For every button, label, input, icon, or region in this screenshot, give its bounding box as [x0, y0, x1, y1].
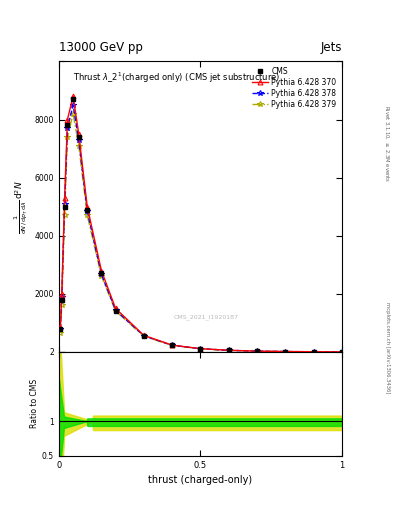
Pythia 6.428 370: [198, 346, 203, 352]
CMS: [76, 134, 81, 140]
Pythia 6.428 378: [170, 342, 174, 348]
Pythia 6.428 370: [59, 291, 64, 297]
Pythia 6.428 379: [170, 343, 174, 349]
Y-axis label: $\frac{1}{\mathrm{d}N\,/\,\mathrm{d}p_T\,\mathrm{d}\lambda}\,\mathrm{d}^2N$: $\frac{1}{\mathrm{d}N\,/\,\mathrm{d}p_T\…: [13, 180, 30, 233]
Pythia 6.428 378: [198, 346, 203, 352]
Pythia 6.428 379: [226, 347, 231, 353]
Pythia 6.428 379: [340, 349, 344, 355]
Pythia 6.428 370: [65, 116, 70, 122]
Pythia 6.428 379: [311, 349, 316, 355]
Pythia 6.428 370: [76, 131, 81, 137]
Pythia 6.428 379: [76, 143, 81, 149]
Text: mcplots.cern.ch [arXiv:1306.3436]: mcplots.cern.ch [arXiv:1306.3436]: [385, 303, 390, 394]
Pythia 6.428 378: [226, 347, 231, 353]
CMS: [65, 122, 70, 129]
Pythia 6.428 378: [113, 307, 118, 313]
CMS: [283, 349, 288, 355]
Pythia 6.428 370: [283, 349, 288, 355]
Text: 13000 GeV pp: 13000 GeV pp: [59, 41, 143, 54]
Pythia 6.428 379: [59, 303, 64, 309]
Pythia 6.428 378: [311, 349, 316, 355]
Pythia 6.428 370: [170, 342, 174, 348]
CMS: [58, 326, 63, 332]
Pythia 6.428 378: [71, 102, 75, 108]
CMS: [99, 270, 104, 276]
Pythia 6.428 379: [198, 346, 203, 352]
X-axis label: thrust (charged-only): thrust (charged-only): [149, 475, 252, 485]
Pythia 6.428 378: [65, 125, 70, 131]
Pythia 6.428 370: [340, 349, 344, 355]
Pythia 6.428 379: [141, 333, 146, 339]
CMS: [71, 96, 75, 102]
CMS: [170, 342, 174, 348]
Pythia 6.428 378: [283, 349, 288, 355]
Pythia 6.428 370: [71, 93, 75, 99]
Pythia 6.428 370: [99, 268, 104, 274]
Pythia 6.428 378: [255, 348, 259, 354]
Pythia 6.428 379: [71, 111, 75, 117]
CMS: [311, 349, 316, 355]
Legend: CMS, Pythia 6.428 370, Pythia 6.428 378, Pythia 6.428 379: CMS, Pythia 6.428 370, Pythia 6.428 378,…: [250, 65, 338, 110]
Pythia 6.428 370: [85, 204, 90, 210]
Pythia 6.428 379: [65, 134, 70, 140]
CMS: [226, 347, 231, 353]
Pythia 6.428 379: [99, 273, 104, 279]
Pythia 6.428 379: [113, 308, 118, 314]
Pythia 6.428 370: [226, 347, 231, 353]
CMS: [198, 346, 203, 352]
CMS: [62, 204, 67, 210]
Pythia 6.428 379: [85, 212, 90, 219]
Text: Rivet 3.1.10, $\geq$ 2.3M events: Rivet 3.1.10, $\geq$ 2.3M events: [383, 105, 390, 182]
Pythia 6.428 378: [62, 201, 67, 207]
Pythia 6.428 370: [62, 195, 67, 201]
Line: Pythia 6.428 378: Pythia 6.428 378: [58, 102, 345, 355]
CMS: [85, 206, 90, 212]
Pythia 6.428 378: [99, 271, 104, 277]
Line: Pythia 6.428 379: Pythia 6.428 379: [58, 111, 345, 355]
Text: CMS_2021_I1920187: CMS_2021_I1920187: [174, 314, 239, 320]
Pythia 6.428 379: [58, 330, 63, 336]
Pythia 6.428 379: [255, 348, 259, 354]
Text: Thrust $\lambda$_2$^1$(charged only) (CMS jet substructure): Thrust $\lambda$_2$^1$(charged only) (CM…: [73, 70, 281, 84]
Pythia 6.428 370: [141, 332, 146, 338]
Pythia 6.428 379: [62, 212, 67, 219]
Pythia 6.428 378: [59, 294, 64, 300]
Line: CMS: CMS: [58, 97, 344, 354]
Pythia 6.428 378: [340, 349, 344, 355]
Pythia 6.428 378: [141, 333, 146, 339]
Pythia 6.428 370: [113, 305, 118, 311]
Line: Pythia 6.428 370: Pythia 6.428 370: [58, 94, 344, 354]
CMS: [340, 349, 344, 355]
CMS: [59, 296, 64, 303]
CMS: [113, 308, 118, 314]
Pythia 6.428 379: [283, 349, 288, 355]
Pythia 6.428 378: [85, 208, 90, 214]
Y-axis label: Ratio to CMS: Ratio to CMS: [30, 379, 39, 429]
CMS: [141, 333, 146, 339]
CMS: [255, 348, 259, 354]
Pythia 6.428 378: [58, 326, 63, 332]
Pythia 6.428 378: [76, 137, 81, 143]
Pythia 6.428 370: [58, 324, 63, 330]
Pythia 6.428 370: [311, 349, 316, 355]
Pythia 6.428 370: [255, 348, 259, 354]
Text: Jets: Jets: [320, 41, 342, 54]
